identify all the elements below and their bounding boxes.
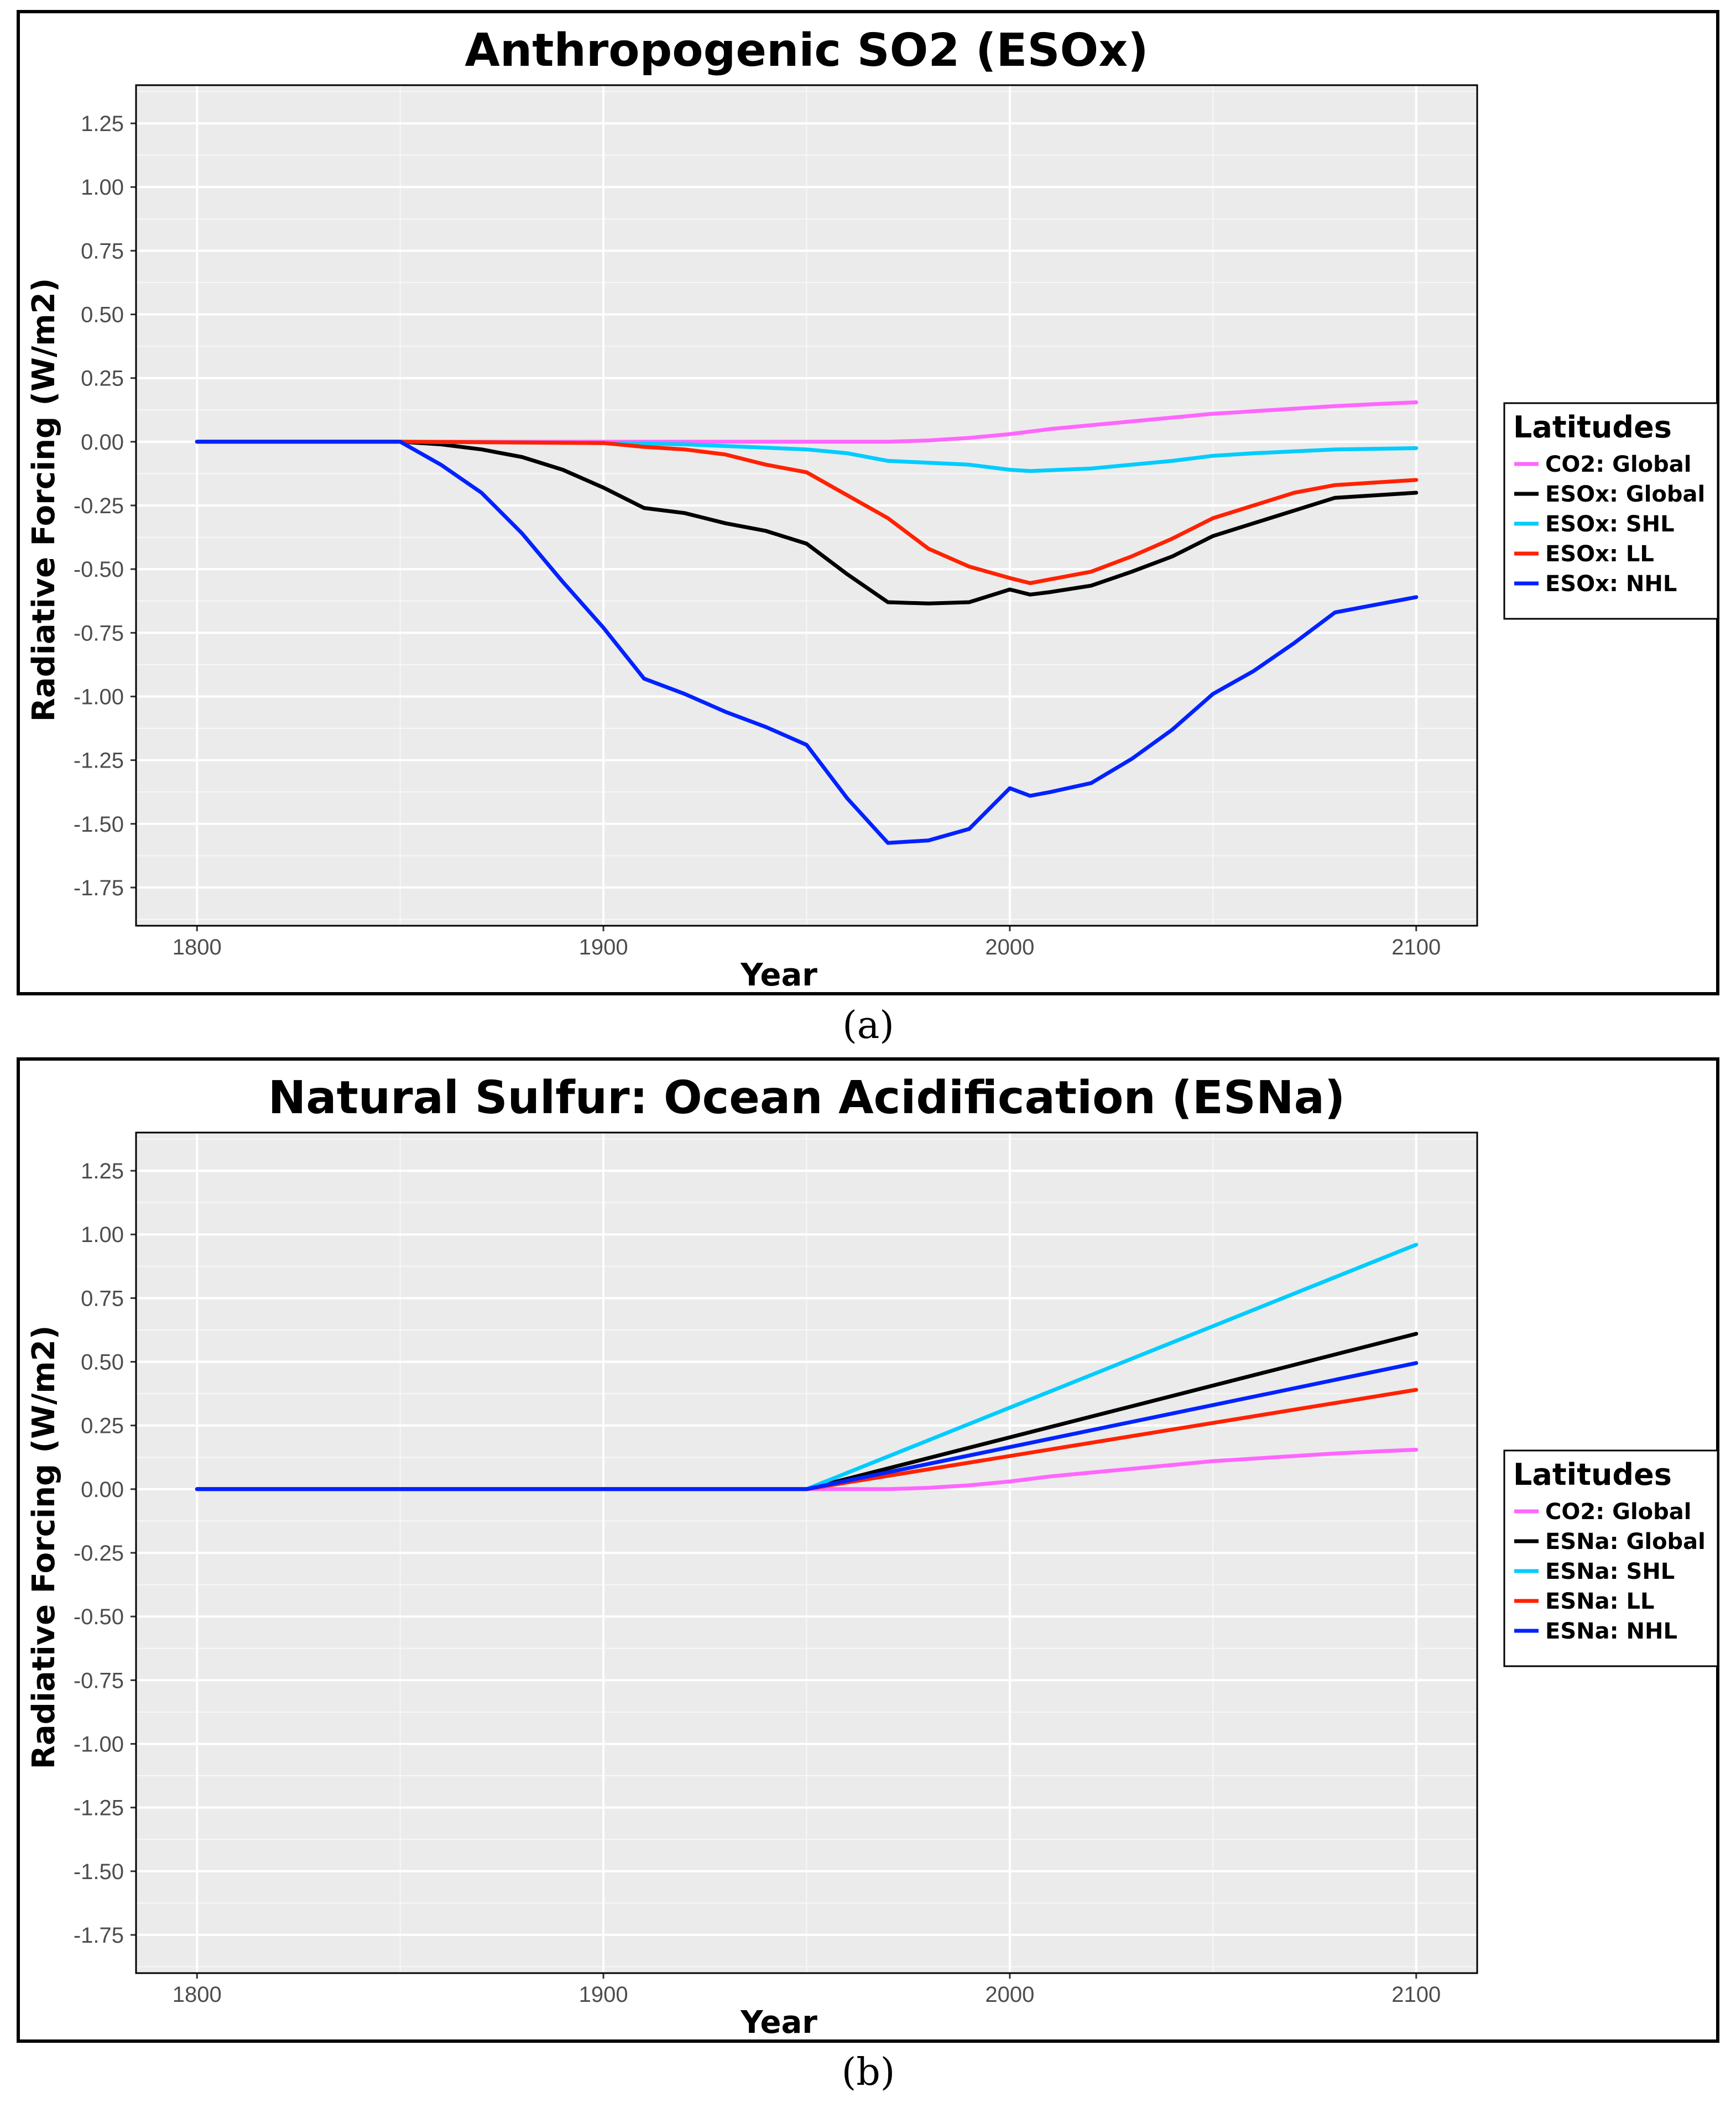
legend-box [1503,402,1719,620]
x-tick-label: 1900 [579,935,628,959]
y-tick-label: -1.00 [74,1732,124,1756]
y-tick-label: -1.25 [74,749,124,773]
legend-label: ESOx: NHL [1545,571,1677,597]
y-tick-label: 1.25 [81,112,124,136]
y-tick-label: 0.25 [81,367,124,391]
caption-a: (a) [842,1004,894,1047]
caption-b: (b) [841,2051,895,2094]
legend: Latitudes CO2: Global ESNa: Global ESNa: SH… [1503,1449,1719,1667]
y-tick-label: 0.75 [81,239,124,263]
legend-label: ESOx: LL [1545,541,1654,567]
series-line-esox-global [195,440,1419,606]
plot-border [135,84,1478,927]
y-tick-label: 1.00 [81,175,124,200]
y-axis-title: Radiative Forcing (W/m2) [26,278,62,722]
series-line-co2-global [195,1448,1419,1491]
y-tick-label: -1.75 [74,1923,124,1948]
y-axis-title: Radiative Forcing (W/m2) [26,1326,62,1770]
y-tick-label: -1.00 [74,685,124,709]
legend-label: CO2: Global [1545,1499,1691,1525]
legend-label: ESNa: SHL [1545,1559,1675,1584]
x-tick-label: 1900 [579,1983,628,2007]
x-tick-label: 2100 [1391,1983,1441,2007]
x-axis-title: Year [740,2005,817,2041]
x-tick-label: 2100 [1391,935,1441,959]
y-tick-label: 0.25 [81,1414,124,1438]
chart-b: Natural Sulfur: Ocean Acidification (ESN… [26,1072,1719,2041]
legend-title: Latitudes [1513,1457,1672,1492]
series-line-co2-global [195,400,1419,444]
legend-label: ESNa: Global [1545,1529,1706,1554]
legend-label: ESOx: Global [1545,482,1705,507]
y-tick-label: -1.25 [74,1796,124,1820]
series-line-esox-shl [195,440,1419,473]
chart-title: Natural Sulfur: Ocean Acidification (ESN… [268,1072,1346,1124]
y-tick-label: -0.25 [74,1541,124,1566]
y-tick-label: 0.75 [81,1286,124,1311]
y-tick-label: -0.50 [74,557,124,582]
y-tick-label: -0.75 [74,1668,124,1693]
panel-a-frame: Anthropogenic SO2 (ESOx) 1.25 1.00 0.75 0.50… [17,10,1719,995]
chart-title: Anthropogenic SO2 (ESOx) [465,24,1148,77]
plot-border [135,1131,1478,1974]
y-tick-label: -1.50 [74,812,124,837]
chart-a: Anthropogenic SO2 (ESOx) 1.25 1.00 0.75 0.50… [26,24,1719,993]
legend-label: ESOx: SHL [1545,512,1675,537]
y-tick-label: 1.00 [81,1223,124,1247]
y-tick-label: 0.00 [81,430,124,455]
legend-box [1503,1449,1719,1667]
panel-b-frame: Natural Sulfur: Ocean Acidification (ESN… [17,1057,1719,2043]
legend-label: ESNa: LL [1545,1589,1655,1614]
series-line-esox-nhl [195,440,1419,845]
series-line-esna-nhl [195,1361,1419,1491]
legend-title: Latitudes [1513,410,1672,445]
legend: Latitudes CO2: Global ESOx: Global ESOx: SH… [1503,402,1719,620]
y-tick-label: 0.00 [81,1478,124,1502]
y-tick-label: -0.75 [74,621,124,645]
x-tick-label: 1800 [173,935,222,959]
y-tick-label: -1.50 [74,1860,124,1884]
y-tick-label: -1.75 [74,876,124,900]
legend-label: CO2: Global [1545,452,1691,477]
series-line-esox-ll [195,440,1419,585]
x-tick-label: 2000 [985,935,1034,959]
x-tick-label: 1800 [173,1983,222,2007]
y-tick-label: -0.50 [74,1605,124,1629]
y-tick-label: 0.50 [81,303,124,327]
legend-label: ESNa: NHL [1545,1619,1677,1644]
y-tick-label: 0.50 [81,1350,124,1375]
x-axis-title: Year [740,957,817,993]
y-tick-label: 1.25 [81,1159,124,1183]
y-tick-label: -0.25 [74,494,124,518]
x-tick-label: 2000 [985,1983,1034,2007]
